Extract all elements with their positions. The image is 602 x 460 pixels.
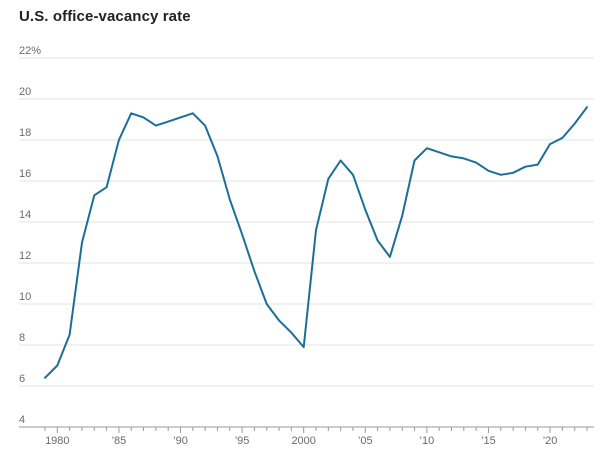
grid-lines <box>19 57 594 387</box>
series-line-vacancy-rate <box>44 106 588 379</box>
y-tick-label: 4 <box>19 414 25 426</box>
x-tick-label: ’15 <box>481 435 496 447</box>
y-axis-tick-labels: 4 6 8 10 12 14 16 18 20 22% <box>19 45 41 426</box>
y-tick-label: 16 <box>19 168 31 180</box>
y-tick-label: 18 <box>19 127 31 139</box>
y-tick-label: 10 <box>19 291 31 303</box>
x-tick-label: 1980 <box>45 435 69 447</box>
chart-title: U.S. office-vacancy rate <box>19 8 191 25</box>
x-tick-label: ’20 <box>543 435 558 447</box>
x-tick-label: ’10 <box>420 435 435 447</box>
x-tick-label: ’95 <box>235 435 250 447</box>
y-tick-label: 20 <box>19 86 31 98</box>
y-tick-label: 14 <box>19 209 31 221</box>
x-tick-label: 2000 <box>291 435 315 447</box>
y-tick-label: 22% <box>19 45 41 57</box>
x-tick-label: ’05 <box>358 435 373 447</box>
y-tick-label: 6 <box>19 373 25 385</box>
x-tick-label: ’85 <box>112 435 127 447</box>
y-tick-label: 8 <box>19 332 25 344</box>
x-axis: 1980 ’85 ’90 ’95 2000 ’05 ’10 ’15 ’20 <box>19 426 594 447</box>
x-tick-label: ’90 <box>173 435 188 447</box>
y-tick-label: 12 <box>19 250 31 262</box>
series-layer <box>44 106 588 379</box>
